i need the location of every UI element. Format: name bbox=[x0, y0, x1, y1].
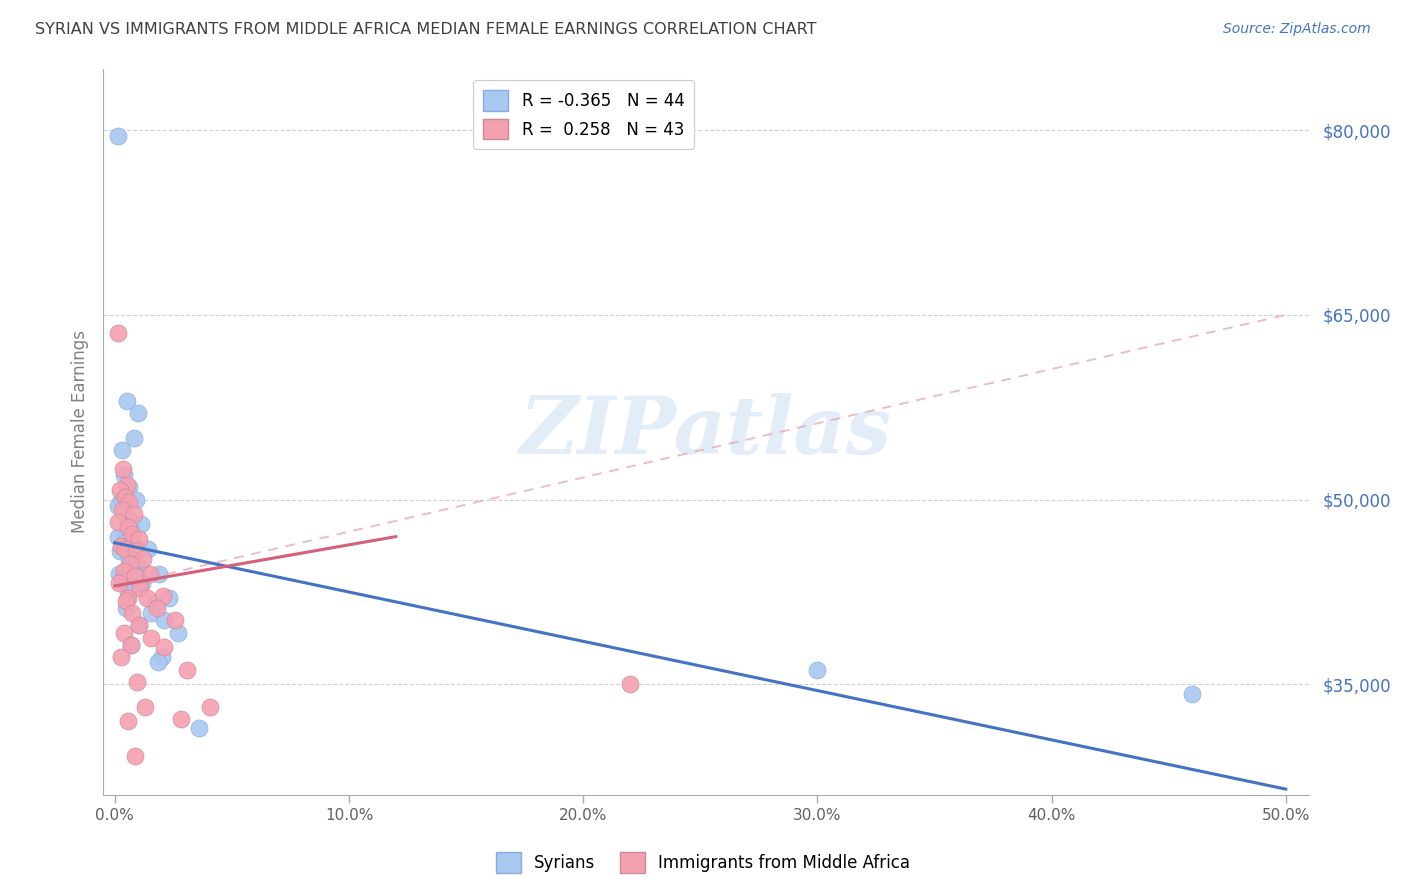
Point bbox=[145, 598, 167, 612]
Point bbox=[112, 564, 135, 578]
Point bbox=[619, 677, 641, 691]
Point bbox=[112, 462, 135, 476]
Point bbox=[120, 638, 142, 652]
Point bbox=[157, 591, 180, 606]
Point bbox=[107, 326, 129, 341]
Point bbox=[136, 541, 159, 556]
Point bbox=[121, 606, 143, 620]
Point bbox=[129, 517, 152, 532]
Point bbox=[127, 406, 149, 420]
Point bbox=[121, 527, 143, 541]
Point bbox=[107, 530, 129, 544]
Point bbox=[108, 544, 131, 558]
Point bbox=[117, 511, 139, 525]
Point bbox=[114, 530, 136, 544]
Point bbox=[170, 712, 193, 726]
Point bbox=[152, 589, 174, 603]
Point bbox=[167, 625, 190, 640]
Text: ZIPatlas: ZIPatlas bbox=[520, 393, 893, 471]
Point bbox=[114, 490, 136, 504]
Point bbox=[118, 495, 141, 509]
Point bbox=[110, 540, 132, 554]
Point bbox=[124, 569, 146, 583]
Point bbox=[136, 591, 159, 606]
Point bbox=[117, 585, 139, 599]
Point bbox=[115, 394, 138, 409]
Point bbox=[153, 613, 176, 627]
Point bbox=[128, 618, 150, 632]
Point bbox=[146, 601, 169, 615]
Point bbox=[110, 492, 132, 507]
Point bbox=[110, 650, 132, 665]
Point bbox=[118, 551, 141, 566]
Point bbox=[125, 544, 148, 558]
Text: Source: ZipAtlas.com: Source: ZipAtlas.com bbox=[1223, 22, 1371, 37]
Point bbox=[134, 699, 156, 714]
Point bbox=[118, 480, 141, 494]
Point bbox=[121, 579, 143, 593]
Point bbox=[132, 551, 155, 566]
Point bbox=[111, 573, 134, 587]
Point bbox=[163, 613, 186, 627]
Point bbox=[200, 699, 222, 714]
Text: SYRIAN VS IMMIGRANTS FROM MIDDLE AFRICA MEDIAN FEMALE EARNINGS CORRELATION CHART: SYRIAN VS IMMIGRANTS FROM MIDDLE AFRICA … bbox=[35, 22, 817, 37]
Point bbox=[120, 524, 142, 538]
Point bbox=[111, 502, 134, 516]
Point bbox=[114, 564, 136, 578]
Point bbox=[108, 576, 131, 591]
Point bbox=[111, 443, 134, 458]
Point bbox=[139, 566, 162, 581]
Point bbox=[117, 591, 139, 606]
Point bbox=[108, 483, 131, 497]
Point bbox=[124, 748, 146, 763]
Point bbox=[107, 499, 129, 513]
Point bbox=[125, 492, 148, 507]
Point bbox=[146, 655, 169, 669]
Point bbox=[112, 505, 135, 519]
Point bbox=[107, 129, 129, 144]
Point bbox=[148, 566, 170, 581]
Point bbox=[1181, 687, 1204, 701]
Point bbox=[112, 535, 135, 549]
Point bbox=[128, 560, 150, 574]
Point bbox=[120, 557, 142, 571]
Point bbox=[806, 663, 828, 677]
Point bbox=[117, 714, 139, 729]
Point bbox=[176, 663, 198, 677]
Point bbox=[115, 593, 138, 607]
Point bbox=[150, 650, 173, 665]
Point bbox=[128, 618, 150, 632]
Y-axis label: Median Female Earnings: Median Female Earnings bbox=[72, 330, 89, 533]
Point bbox=[108, 566, 131, 581]
Point bbox=[139, 631, 162, 645]
Point bbox=[128, 532, 150, 546]
Point bbox=[115, 478, 138, 492]
Point bbox=[129, 582, 152, 596]
Point bbox=[117, 520, 139, 534]
Point bbox=[122, 431, 145, 445]
Point bbox=[112, 468, 135, 483]
Point bbox=[120, 638, 142, 652]
Legend: R = -0.365   N = 44, R =  0.258   N = 43: R = -0.365 N = 44, R = 0.258 N = 43 bbox=[474, 80, 695, 150]
Point bbox=[139, 606, 162, 620]
Point bbox=[121, 515, 143, 529]
Point bbox=[112, 625, 135, 640]
Point bbox=[124, 540, 146, 554]
Point bbox=[188, 721, 211, 735]
Point bbox=[114, 541, 136, 556]
Point bbox=[115, 601, 138, 615]
Point bbox=[122, 508, 145, 522]
Point bbox=[131, 576, 153, 591]
Point bbox=[127, 569, 149, 583]
Point bbox=[152, 640, 174, 655]
Legend: Syrians, Immigrants from Middle Africa: Syrians, Immigrants from Middle Africa bbox=[489, 846, 917, 880]
Point bbox=[107, 515, 129, 529]
Point bbox=[127, 675, 149, 690]
